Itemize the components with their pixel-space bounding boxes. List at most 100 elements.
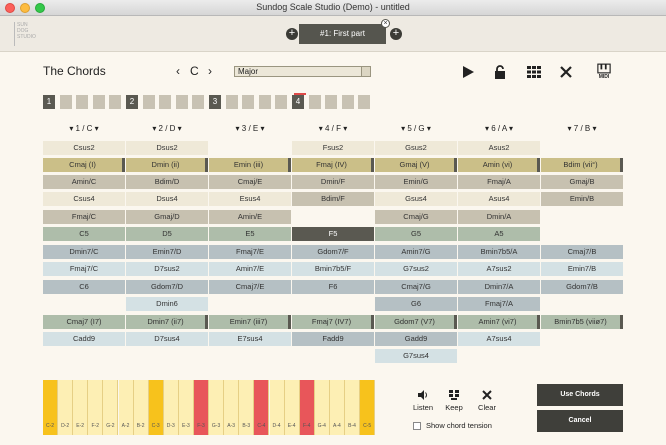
chord-cell[interactable]: Dmin/A xyxy=(458,210,540,224)
step-19[interactable] xyxy=(341,95,354,109)
chord-cell[interactable]: Gmaj/D xyxy=(126,210,208,224)
listen-button[interactable]: Listen xyxy=(408,389,438,412)
chord-cell[interactable]: Amin/E xyxy=(209,210,291,224)
piano-key[interactable]: D-4 xyxy=(269,380,285,435)
chord-cell[interactable]: Bmin7b5 (viiø7) xyxy=(541,315,623,329)
step-17[interactable] xyxy=(308,95,321,109)
prev-key-button[interactable]: ‹ xyxy=(176,64,180,78)
chord-cell[interactable]: Csus2 xyxy=(43,141,125,155)
column-header-5[interactable]: ▾ 5 / G ▾ xyxy=(401,124,431,133)
step-2[interactable] xyxy=(59,95,72,109)
step-18[interactable] xyxy=(325,95,338,109)
piano-key[interactable]: A-4 xyxy=(329,380,345,435)
chord-cell[interactable]: G5 xyxy=(375,227,457,241)
chord-cell[interactable]: Gdom7/B xyxy=(541,280,623,294)
lock-icon[interactable] xyxy=(492,64,508,80)
piano-key[interactable]: E-3 xyxy=(178,380,194,435)
chord-cell[interactable]: Fmaj (IV) xyxy=(292,158,374,172)
chord-cell[interactable]: Asus4 xyxy=(458,192,540,206)
chord-cell[interactable]: Cmaj/E xyxy=(209,175,291,189)
piano-key[interactable]: A-2 xyxy=(118,380,134,435)
piano-key[interactable]: C-2 xyxy=(43,380,58,435)
chord-cell[interactable]: Dmin/F xyxy=(292,175,374,189)
piano-keyboard[interactable]: C-2 D-2 E-2 F-2 G-2 A-2 B-2 C-3 D-3 E-3 F-3 G-3 A-3 B… xyxy=(43,380,376,435)
chord-cell[interactable]: C6 xyxy=(43,280,125,294)
piano-key[interactable]: E-2 xyxy=(73,380,89,435)
chord-cell[interactable]: Asus2 xyxy=(458,141,540,155)
piano-key[interactable]: F-2 xyxy=(88,380,104,435)
piano-key[interactable]: D-3 xyxy=(163,380,179,435)
chord-cell[interactable]: Gmaj/B xyxy=(541,175,623,189)
chord-cell[interactable]: Dmin7 (ii7) xyxy=(126,315,208,329)
chord-cell[interactable]: G7sus4 xyxy=(375,349,457,363)
piano-key[interactable]: G-4 xyxy=(314,380,330,435)
step-20[interactable] xyxy=(358,95,371,109)
step-8[interactable] xyxy=(159,95,172,109)
grid-icon[interactable] xyxy=(526,64,542,80)
chord-cell[interactable]: Emin7 (iii7) xyxy=(209,315,291,329)
chord-cell[interactable]: Dmin7/A xyxy=(458,280,540,294)
chord-cell[interactable]: Emin7/B xyxy=(541,262,623,276)
chord-cell[interactable]: Amin7 (vi7) xyxy=(458,315,540,329)
chord-tension-checkbox[interactable] xyxy=(413,422,421,430)
chord-cell[interactable]: A7sus4 xyxy=(458,332,540,346)
minimize-window-button[interactable] xyxy=(20,3,30,13)
piano-key[interactable]: F-4 xyxy=(299,380,315,435)
step-10[interactable] xyxy=(192,95,205,109)
column-header-6[interactable]: ▾ 6 / A ▾ xyxy=(484,124,514,133)
step-6[interactable]: 2 xyxy=(126,95,138,109)
chord-cell[interactable]: Gdom7/D xyxy=(126,280,208,294)
add-part-left-button[interactable]: + xyxy=(286,28,298,40)
step-9[interactable] xyxy=(175,95,188,109)
chord-cell[interactable]: Dsus2 xyxy=(126,141,208,155)
cancel-button[interactable]: Cancel xyxy=(537,410,623,432)
chord-cell[interactable]: Amin7/G xyxy=(375,245,457,259)
step-12[interactable] xyxy=(225,95,238,109)
add-part-right-button[interactable]: + xyxy=(390,28,402,40)
chord-cell[interactable]: Emin/G xyxy=(375,175,457,189)
chord-cell[interactable]: Gsus2 xyxy=(375,141,457,155)
chord-cell[interactable]: D7sus4 xyxy=(126,332,208,346)
step-4[interactable] xyxy=(92,95,105,109)
chord-cell[interactable]: F6 xyxy=(292,280,374,294)
chord-cell[interactable]: E5 xyxy=(209,227,291,241)
chord-cell[interactable]: Cadd9 xyxy=(43,332,125,346)
chord-cell[interactable]: Dmin6 xyxy=(126,297,208,311)
chord-cell[interactable]: C5 xyxy=(43,227,125,241)
chord-cell[interactable]: Dmin7/C xyxy=(43,245,125,259)
chord-cell[interactable]: G7sus2 xyxy=(375,262,457,276)
piano-key[interactable]: C-3 xyxy=(148,380,164,435)
column-header-4[interactable]: ▾ 4 / F ▾ xyxy=(318,124,348,133)
chord-cell[interactable]: D7sus2 xyxy=(126,262,208,276)
chord-cell[interactable]: Cmaj/G xyxy=(375,210,457,224)
chord-cell[interactable]: Csus4 xyxy=(43,192,125,206)
chord-cell[interactable]: E7sus4 xyxy=(209,332,291,346)
chord-cell[interactable]: Amin/C xyxy=(43,175,125,189)
chord-cell[interactable]: Bmin7b5/F xyxy=(292,262,374,276)
step-7[interactable] xyxy=(142,95,155,109)
chord-cell[interactable]: Cmaj (I) xyxy=(43,158,125,172)
step-5[interactable] xyxy=(109,95,122,109)
piano-key[interactable]: G-2 xyxy=(103,380,119,435)
play-icon[interactable] xyxy=(460,64,476,80)
piano-key[interactable]: E-4 xyxy=(284,380,300,435)
piano-key[interactable]: B-4 xyxy=(345,380,360,435)
chord-cell[interactable]: Fmaj7/A xyxy=(458,297,540,311)
step-13[interactable] xyxy=(242,95,255,109)
chord-cell[interactable]: Gmaj (V) xyxy=(375,158,457,172)
chord-cell[interactable]: Cmaj7/B xyxy=(541,245,623,259)
next-key-button[interactable]: › xyxy=(208,64,212,78)
step-3[interactable] xyxy=(76,95,89,109)
chord-cell[interactable]: D5 xyxy=(126,227,208,241)
chord-cell[interactable]: Esus4 xyxy=(209,192,291,206)
piano-key[interactable]: C-5 xyxy=(360,380,376,435)
clear-button[interactable]: Clear xyxy=(472,389,502,412)
piano-key[interactable]: F-3 xyxy=(194,380,209,435)
chord-cell[interactable]: Fmaj/A xyxy=(458,175,540,189)
chord-cell[interactable]: Gdom7 (V7) xyxy=(375,315,457,329)
chord-cell[interactable]: Fsus2 xyxy=(292,141,374,155)
chord-cell[interactable]: Fmaj7 (IV7) xyxy=(292,315,374,329)
column-header-3[interactable]: ▾ 3 / E ▾ xyxy=(235,124,265,133)
part-tab[interactable]: #1: First part xyxy=(299,24,386,44)
step-16[interactable]: 4 xyxy=(292,95,304,109)
